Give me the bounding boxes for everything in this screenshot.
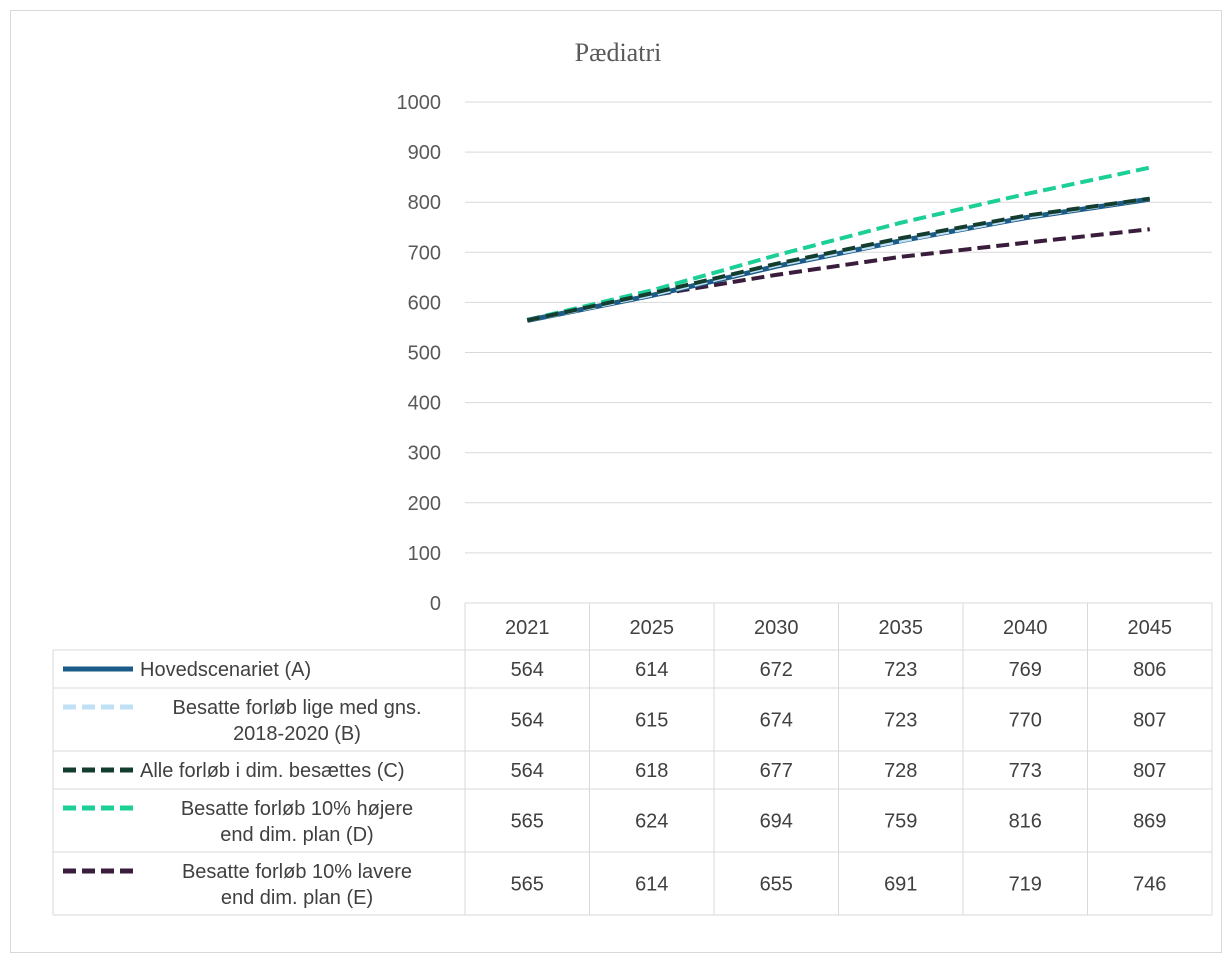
data-value: 694: [760, 811, 793, 833]
data-value: 723: [884, 659, 917, 681]
x-tick-label: 2040: [1003, 617, 1048, 639]
data-value: 655: [760, 874, 793, 896]
data-value: 719: [1009, 874, 1042, 896]
data-value: 759: [884, 811, 917, 833]
y-tick-label: 600: [408, 292, 441, 314]
series-label: Besatte forløb 10% lavere: [182, 861, 412, 883]
series-label: Alle forløb i dim. besættes (C): [140, 760, 405, 782]
y-tick-label: 800: [408, 192, 441, 214]
data-value: 618: [635, 760, 668, 782]
data-value: 728: [884, 760, 917, 782]
data-value: 615: [635, 710, 668, 732]
data-value: 624: [635, 811, 668, 833]
series-label: Besatte forløb lige med gns.: [172, 697, 421, 719]
y-tick-label: 200: [408, 493, 441, 515]
x-tick-label: 2021: [505, 617, 550, 639]
x-tick-label: 2025: [630, 617, 675, 639]
data-value: 869: [1133, 811, 1166, 833]
data-value: 723: [884, 710, 917, 732]
y-axis-tick-labels: 0 100 200 300 400 500 600 700 800 900 1000: [397, 92, 442, 615]
data-value: 806: [1133, 659, 1166, 681]
data-value: 564: [511, 710, 544, 732]
data-value: 691: [884, 874, 917, 896]
y-tick-label: 0: [430, 593, 441, 615]
y-tick-label: 700: [408, 242, 441, 264]
data-value: 565: [511, 874, 544, 896]
series-label: Besatte forløb 10% højere: [181, 798, 413, 820]
data-value: 746: [1133, 874, 1166, 896]
data-value: 770: [1009, 710, 1042, 732]
series-line: [526, 196, 1151, 323]
data-value: 564: [511, 659, 544, 681]
data-value: 816: [1009, 811, 1042, 833]
y-tick-label: 400: [408, 393, 441, 415]
data-value: 807: [1133, 760, 1166, 782]
x-tick-label: 2035: [879, 617, 924, 639]
series-line: [526, 165, 1151, 322]
gridlines: [465, 101, 1212, 554]
data-value: 677: [760, 760, 793, 782]
y-tick-label: 100: [408, 543, 441, 565]
y-tick-label: 300: [408, 443, 441, 465]
data-value: 565: [511, 811, 544, 833]
series-label: end dim. plan (E): [221, 887, 373, 909]
data-value: 614: [635, 659, 668, 681]
series-line: [526, 227, 1150, 322]
y-tick-label: 900: [408, 142, 441, 164]
data-value: 672: [760, 659, 793, 681]
chart-title: Pædiatri: [575, 38, 662, 67]
y-tick-label: 1000: [397, 92, 442, 114]
data-value: 614: [635, 874, 668, 896]
data-value: 674: [760, 710, 793, 732]
x-tick-label: 2045: [1128, 617, 1173, 639]
y-tick-label: 500: [408, 343, 441, 365]
series-label: Hovedscenariet (A): [140, 659, 311, 681]
series-lines: [526, 165, 1151, 323]
data-table: 2021 2025 2030 2035 2040 2045 Hovedscenariet (…: [52, 602, 1213, 916]
data-value: 769: [1009, 659, 1042, 681]
series-label: 2018-2020 (B): [233, 723, 361, 745]
data-value: 773: [1009, 760, 1042, 782]
data-value: 564: [511, 760, 544, 782]
data-value: 807: [1133, 710, 1166, 732]
series-label: end dim. plan (D): [220, 824, 373, 846]
chart-frame: [10, 10, 1222, 953]
x-tick-label: 2030: [754, 617, 799, 639]
